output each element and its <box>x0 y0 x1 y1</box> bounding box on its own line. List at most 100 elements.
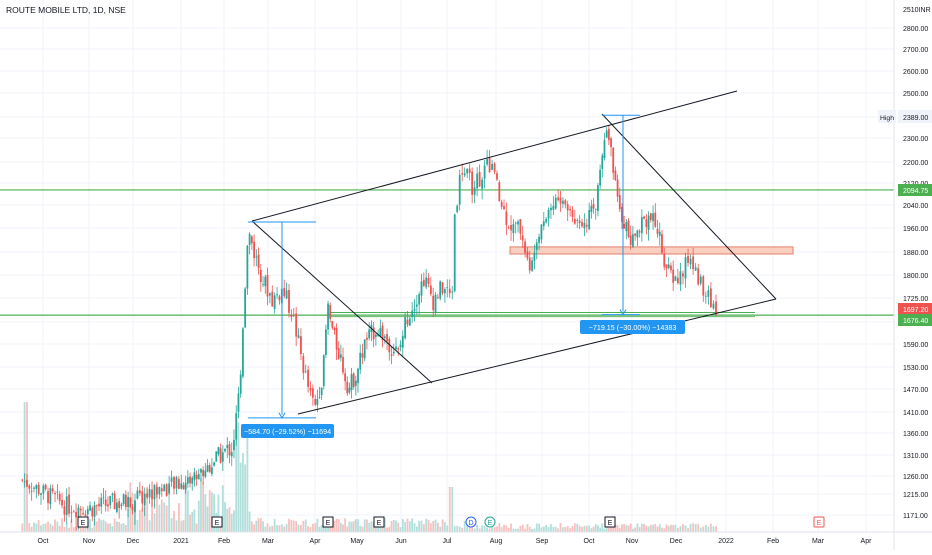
measure-label-box[interactable] <box>580 320 685 334</box>
time-tick-label: May <box>350 538 364 545</box>
measure-label[interactable]: −719.15 (−30.00%) −14383 <box>589 323 677 332</box>
volume-bar <box>100 520 103 532</box>
candle-body <box>21 479 24 481</box>
volume-bar <box>156 481 158 532</box>
candle-body <box>526 251 529 259</box>
volume-bar <box>498 523 501 532</box>
resistance-zone-layer[interactable] <box>509 246 794 255</box>
candle-body <box>446 287 449 289</box>
candle-body <box>49 488 52 505</box>
volume-bar <box>510 523 512 532</box>
volume-layer <box>21 402 717 532</box>
volume-bar <box>363 519 366 532</box>
volume-bar <box>370 521 373 532</box>
volume-bar <box>632 528 634 532</box>
volume-bar <box>692 523 695 532</box>
volume-bar <box>158 504 161 532</box>
volume-bar <box>552 526 555 532</box>
candle-body <box>559 197 562 204</box>
price-axis[interactable]: 2510INR 2800.00 2700.00 2600.00 2500.00 2389.… <box>893 0 931 550</box>
candle-body <box>569 208 571 211</box>
event-marker[interactable] <box>484 516 496 528</box>
time-tick-label: Jun <box>395 538 406 545</box>
price-tick-label: 1410.00 <box>903 410 928 417</box>
price-badge <box>898 314 932 326</box>
volume-bar <box>359 525 362 532</box>
volume-bar <box>266 523 269 532</box>
volume-bar <box>422 524 425 532</box>
event-marker[interactable] <box>77 516 89 528</box>
candle-body <box>583 222 586 229</box>
candle-body <box>638 231 641 233</box>
event-marker[interactable] <box>604 516 616 528</box>
candle-body <box>640 217 643 234</box>
candle-body <box>488 157 491 172</box>
event-marker[interactable] <box>373 516 385 528</box>
measure-layer[interactable]: −584.70 (−29.52%) −11694 −719.15 (−30.00%… <box>241 114 685 438</box>
volume-bar <box>576 523 579 532</box>
volume-bar <box>127 508 129 532</box>
candle-body <box>113 493 116 510</box>
volume-bar <box>165 505 168 532</box>
measure-label[interactable]: −584.70 (−29.52%) −11694 <box>244 427 331 436</box>
candle-body <box>514 222 517 224</box>
price-tick-label: 1880.00 <box>903 250 928 257</box>
candle-body <box>682 273 684 277</box>
volume-bar <box>607 523 610 532</box>
event-label: E <box>488 520 493 527</box>
candle-body <box>397 348 400 350</box>
volume-bar <box>118 522 121 532</box>
candle-body <box>451 291 454 293</box>
volume-bar <box>320 525 323 532</box>
resistance-zone[interactable] <box>509 246 794 255</box>
measure-arrow <box>619 309 627 316</box>
volume-bar <box>432 520 435 532</box>
volume-bar <box>248 511 251 532</box>
trend-line[interactable] <box>251 90 738 222</box>
volume-bar <box>297 524 300 532</box>
event-marker[interactable] <box>211 516 223 528</box>
candle-body <box>184 482 187 490</box>
candle-body <box>524 241 526 253</box>
volume-bar <box>463 520 466 532</box>
volume-bar <box>434 519 437 532</box>
candle-body <box>127 496 129 508</box>
volume-bar <box>314 523 317 532</box>
candle-body <box>153 484 156 500</box>
volume-bar <box>679 526 682 532</box>
volume-bar <box>500 527 503 532</box>
candle-body <box>456 205 459 213</box>
candle-body <box>390 354 393 356</box>
volume-bar <box>667 525 670 532</box>
price-tick-label: 1171.00 <box>903 513 928 520</box>
candle-body <box>170 477 173 482</box>
trend-line[interactable] <box>297 298 777 415</box>
candle-body <box>23 481 26 483</box>
candle-body <box>654 212 657 227</box>
horizontal-lines-layer[interactable] <box>0 189 894 318</box>
volume-bar <box>545 525 548 532</box>
measure-label-box[interactable] <box>241 424 334 438</box>
event-marker[interactable] <box>813 516 825 528</box>
trend-line[interactable] <box>601 113 777 300</box>
volume-bar <box>138 510 141 532</box>
volume-bar <box>304 519 307 532</box>
candle-body <box>486 158 488 165</box>
volume-bar <box>524 528 526 532</box>
volume-bar <box>519 526 522 532</box>
event-marker[interactable] <box>465 516 477 528</box>
volume-bar <box>408 521 411 532</box>
volume-bar <box>636 523 639 532</box>
candle-body <box>283 288 286 297</box>
event-marker[interactable] <box>322 516 334 528</box>
candle-body <box>643 216 645 219</box>
candle-body <box>197 474 200 480</box>
time-axis[interactable]: Oct Nov Dec 2021 Feb Mar Apr May Jun Jul Aug Sep Oct… <box>0 531 932 545</box>
volume-bar <box>627 525 630 532</box>
volume-bar <box>33 522 35 532</box>
time-tick-label: Oct <box>584 538 595 545</box>
candle-body <box>228 444 231 456</box>
trend-line[interactable] <box>251 220 433 384</box>
